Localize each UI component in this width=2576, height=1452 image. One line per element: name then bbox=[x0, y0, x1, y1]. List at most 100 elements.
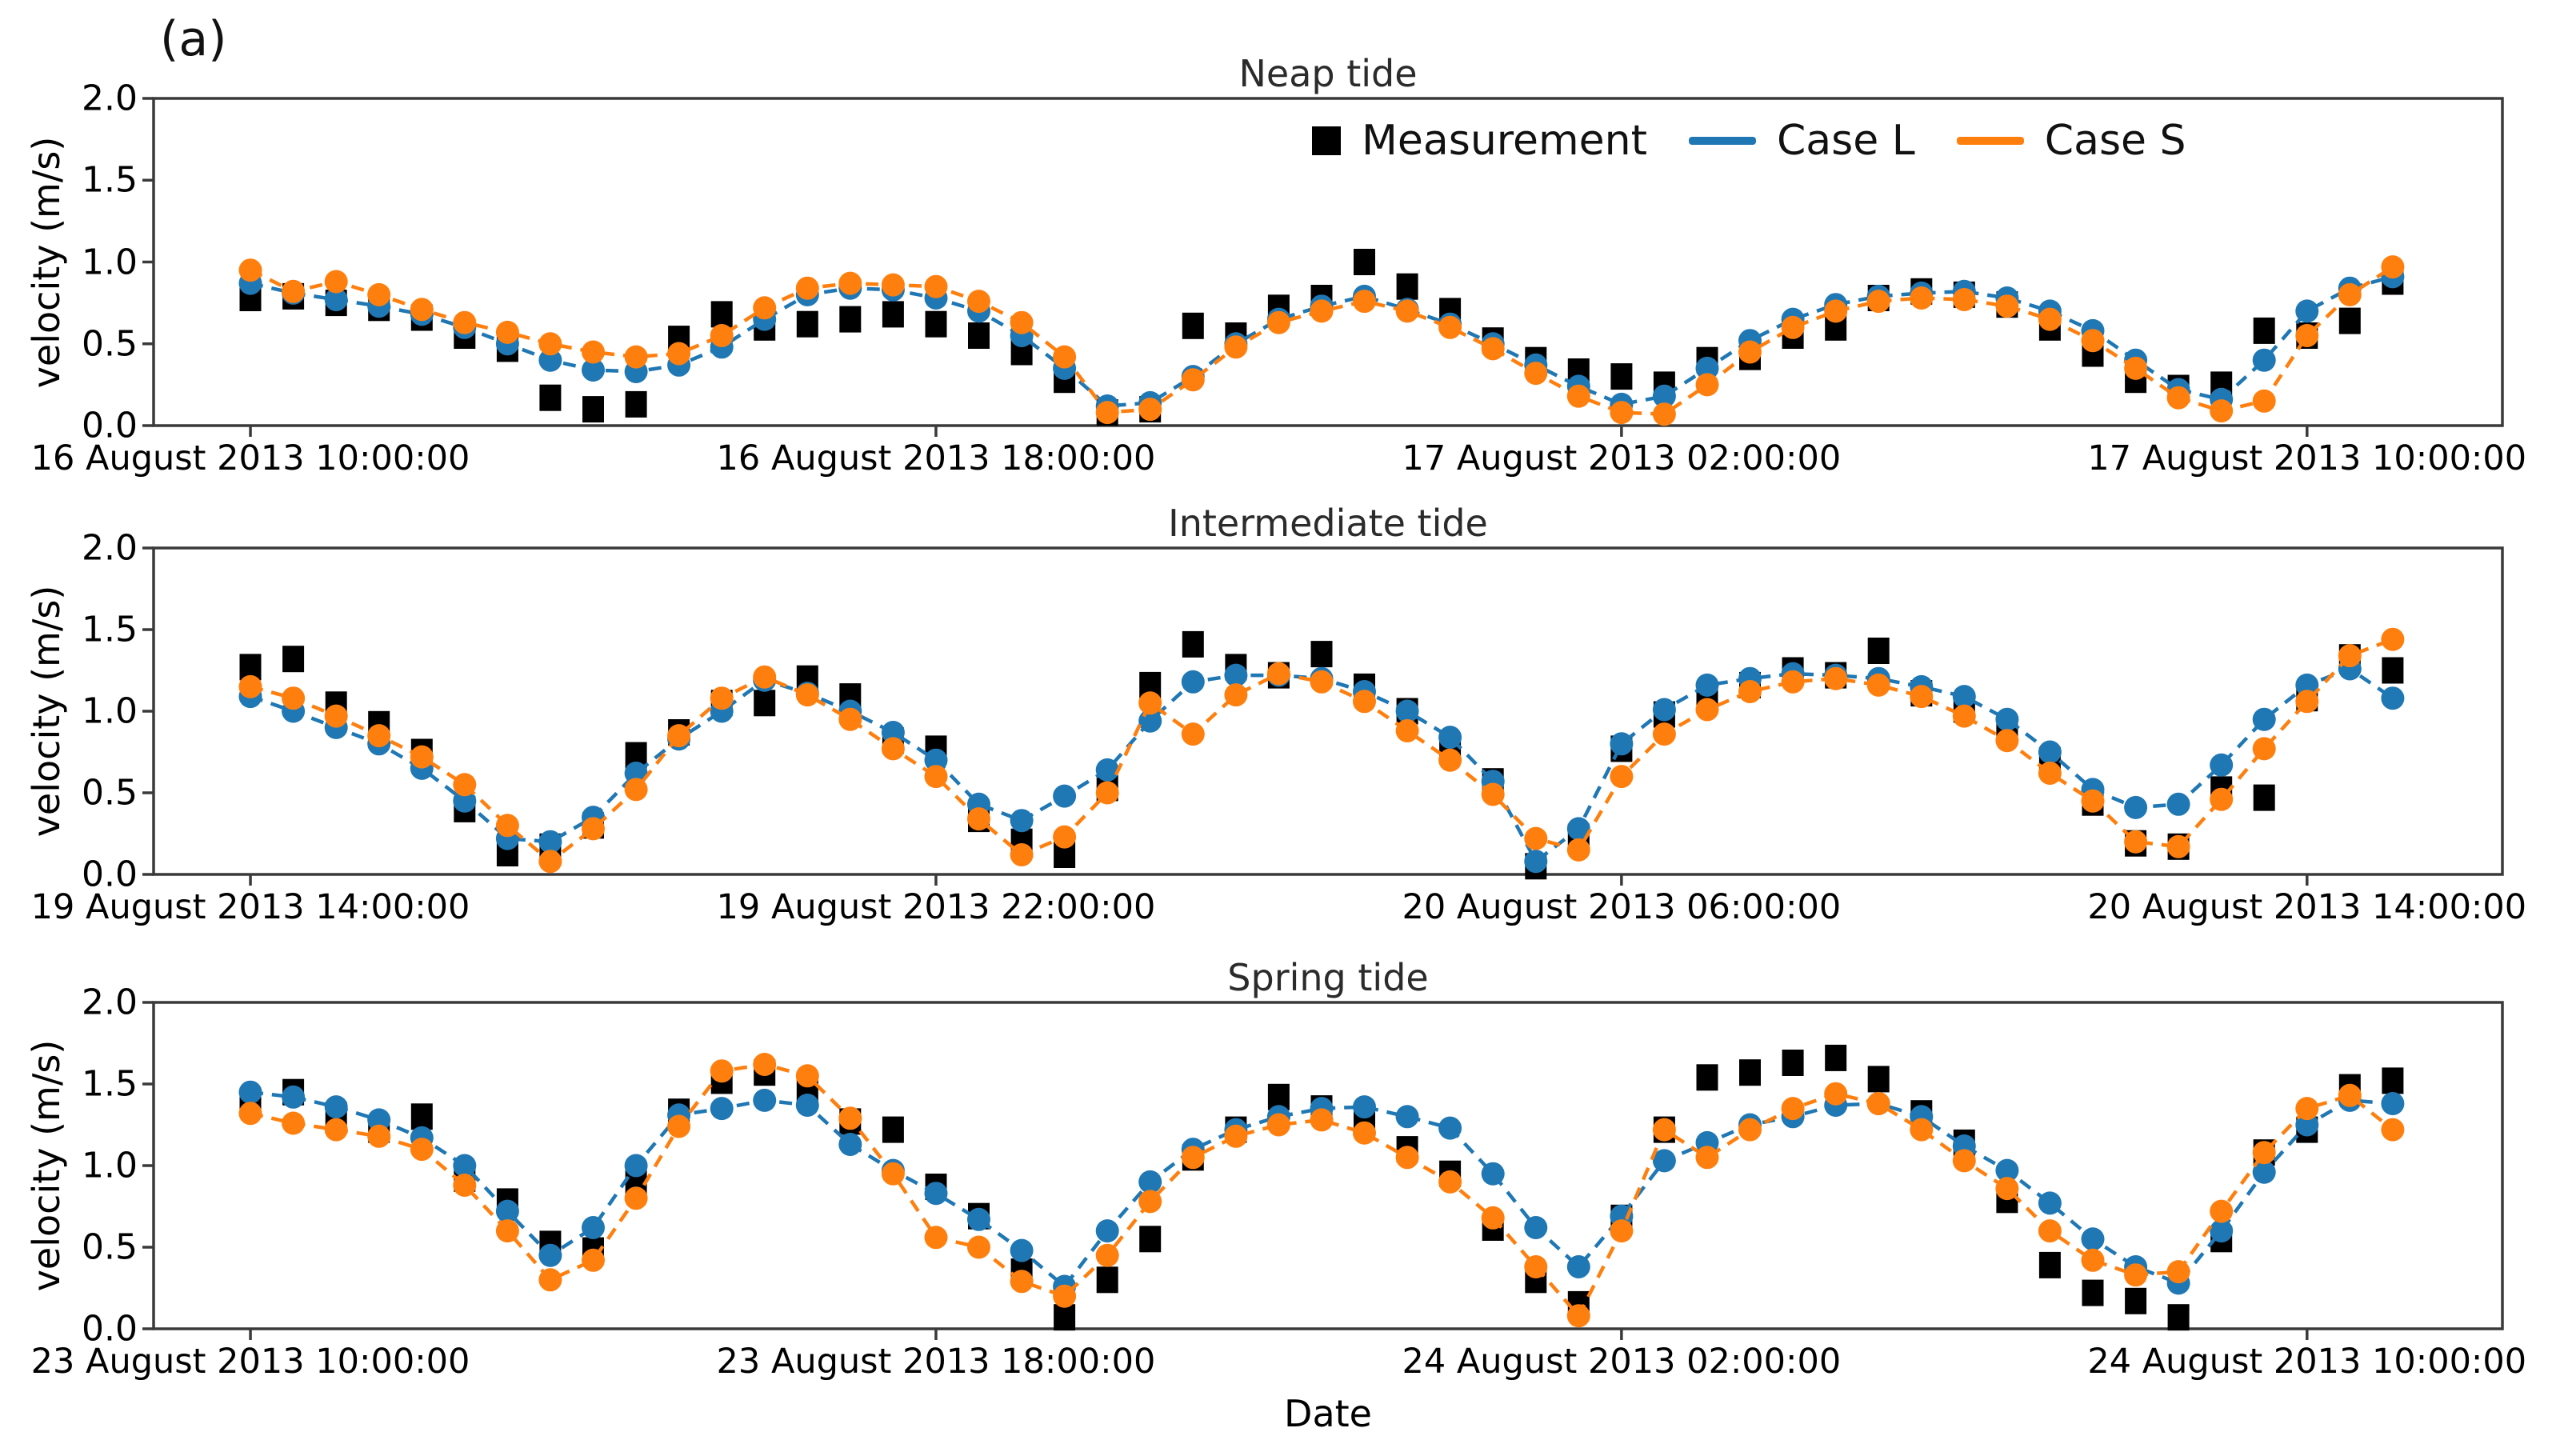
measurement-marker bbox=[796, 310, 818, 338]
case-l-marker bbox=[2295, 673, 2319, 697]
legend: Measurement Case L Case S bbox=[1312, 117, 2186, 165]
case-s-marker bbox=[1610, 765, 1634, 789]
case-s-marker bbox=[1695, 1146, 1719, 1170]
case-s-marker bbox=[1010, 843, 1034, 866]
measurement-marker bbox=[539, 384, 562, 411]
case-s-marker bbox=[624, 1186, 648, 1210]
y-tick-label: 1.0 bbox=[82, 1145, 138, 1186]
case-s-marker bbox=[1481, 337, 1505, 361]
case-s-marker bbox=[582, 817, 605, 841]
case-s-marker bbox=[2166, 1260, 2190, 1284]
measurement-marker bbox=[754, 690, 776, 717]
case-s-marker bbox=[2166, 834, 2190, 858]
case-s-marker bbox=[2210, 1199, 2234, 1223]
case-s-marker bbox=[1095, 1243, 1119, 1267]
case-s-marker bbox=[2210, 787, 2234, 811]
case-s-marker bbox=[753, 665, 777, 689]
case-s-marker bbox=[1524, 362, 1548, 386]
measurement-marker bbox=[839, 306, 862, 333]
case-l-marker bbox=[324, 1095, 348, 1119]
case-s-marker bbox=[1095, 781, 1119, 805]
measurement-marker bbox=[1696, 1064, 1718, 1091]
x-tick-label: 19 August 2013 22:00:00 bbox=[716, 887, 1156, 927]
case-s-marker bbox=[1738, 340, 1762, 364]
y-tick-label: 0.0 bbox=[82, 405, 138, 446]
case-l-marker bbox=[1438, 1116, 1462, 1140]
case-s-marker bbox=[1995, 294, 2019, 318]
case-s-marker bbox=[1524, 826, 1548, 850]
case-s-marker bbox=[1566, 1304, 1590, 1328]
case-l-marker bbox=[495, 1199, 519, 1223]
y-tick-label: 1.5 bbox=[82, 1063, 138, 1105]
case-l-marker bbox=[2166, 792, 2190, 816]
case-s-marker bbox=[667, 724, 691, 748]
case-s-marker bbox=[1866, 1092, 1890, 1115]
measurement-marker bbox=[1310, 641, 1333, 668]
legend-item-case-l: Case L bbox=[1689, 117, 1915, 165]
case-s-marker bbox=[367, 724, 391, 748]
case-l-marker bbox=[1566, 817, 1590, 841]
case-s-marker bbox=[1995, 1177, 2019, 1201]
case-l-marker bbox=[2295, 299, 2319, 323]
case-s-marker bbox=[1781, 670, 1805, 694]
case-s-marker bbox=[1652, 402, 1676, 426]
measurement-marker bbox=[2167, 1304, 2190, 1331]
case-s-marker bbox=[1395, 719, 1419, 742]
case-l-marker bbox=[367, 1108, 391, 1132]
measurement-marker bbox=[1054, 1304, 1076, 1331]
case-l-marker bbox=[2038, 1191, 2062, 1215]
measurement-marker bbox=[2338, 307, 2361, 334]
case-s-marker bbox=[2038, 762, 2062, 785]
x-tick-label: 16 August 2013 10:00:00 bbox=[30, 438, 470, 478]
case-l-marker bbox=[453, 789, 477, 813]
case-l-marker bbox=[710, 1097, 734, 1121]
case-s-marker bbox=[324, 704, 348, 728]
case-s-marker bbox=[967, 807, 990, 831]
case-l-marker bbox=[624, 1154, 648, 1178]
case-l-marker bbox=[2381, 1092, 2405, 1115]
case-s-marker bbox=[667, 1114, 691, 1138]
case-s-marker bbox=[453, 310, 477, 334]
x-tick-label: 20 August 2013 14:00:00 bbox=[2087, 887, 2527, 927]
case-l-marker bbox=[1010, 1238, 1034, 1262]
y-tick-label: 0.5 bbox=[82, 772, 138, 814]
case-l-marker bbox=[453, 1154, 477, 1178]
case-l-marker bbox=[1652, 1149, 1676, 1173]
case-l-marker bbox=[1652, 698, 1676, 722]
case-s-marker bbox=[795, 1064, 819, 1088]
case-l-marker bbox=[753, 1088, 777, 1112]
case-l-marker bbox=[1695, 673, 1719, 697]
measurement-marker bbox=[1825, 1044, 1847, 1071]
case-s-line bbox=[250, 1062, 2394, 1319]
case-s-marker bbox=[1266, 1113, 1290, 1137]
y-tick-label: 2.0 bbox=[82, 982, 138, 1023]
case-l-marker bbox=[967, 1207, 990, 1231]
case-s-marker bbox=[710, 686, 734, 710]
case-l-line bbox=[250, 274, 2394, 408]
case-s-marker bbox=[1181, 368, 1205, 392]
case-s-marker bbox=[1566, 838, 1590, 862]
measurement-marker bbox=[1739, 1059, 1761, 1086]
legend-label-measurement: Measurement bbox=[1362, 117, 1647, 165]
case-s-line-icon bbox=[1956, 137, 2024, 145]
case-s-marker bbox=[1652, 722, 1676, 746]
x-tick-label: 16 August 2013 18:00:00 bbox=[716, 438, 1156, 478]
case-s-marker bbox=[1438, 315, 1462, 339]
case-l-marker bbox=[2038, 740, 2062, 764]
case-s-marker bbox=[1266, 662, 1290, 686]
case-s-marker bbox=[881, 1162, 905, 1186]
case-s-marker bbox=[453, 773, 477, 797]
case-s-marker bbox=[924, 1226, 948, 1250]
case-s-marker bbox=[238, 674, 262, 698]
case-s-marker bbox=[1224, 683, 1248, 707]
case-s-marker bbox=[2252, 389, 2276, 413]
case-s-marker bbox=[282, 1111, 306, 1135]
case-l-marker bbox=[2081, 1227, 2105, 1251]
case-s-marker bbox=[1695, 698, 1719, 722]
case-l-marker bbox=[538, 348, 562, 372]
case-s-marker bbox=[582, 340, 605, 364]
measurement-marker bbox=[968, 322, 990, 349]
case-l-marker bbox=[1095, 758, 1119, 782]
case-s-marker bbox=[1781, 315, 1805, 339]
